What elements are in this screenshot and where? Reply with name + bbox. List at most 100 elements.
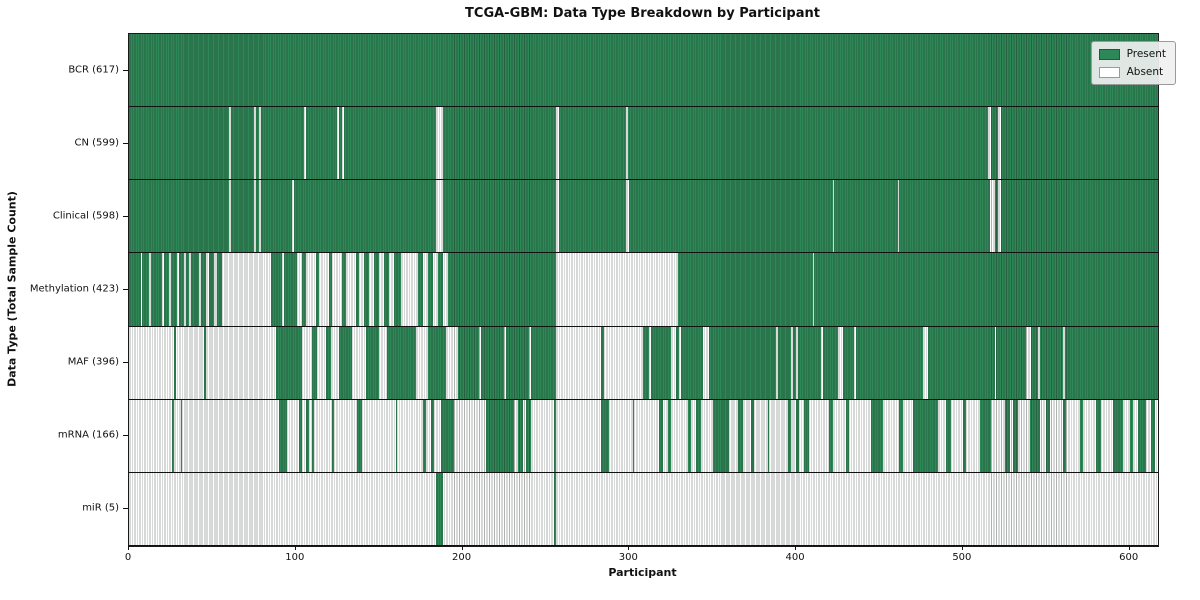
cell-run bbox=[554, 399, 556, 472]
cell-run bbox=[312, 399, 315, 472]
cell-run bbox=[979, 399, 992, 472]
cell-run bbox=[1062, 399, 1067, 472]
y-tick-label-maf: MAF (396) bbox=[67, 356, 119, 368]
row-mrna bbox=[129, 399, 1158, 473]
cell-run bbox=[1037, 326, 1040, 399]
cell-run bbox=[337, 107, 340, 180]
cell-run bbox=[696, 399, 702, 472]
cell-run bbox=[214, 253, 218, 326]
cell-run bbox=[1129, 399, 1133, 472]
cell-run bbox=[1029, 399, 1040, 472]
row-bcr bbox=[129, 34, 1158, 108]
cell-run bbox=[776, 326, 778, 399]
cell-run bbox=[149, 253, 151, 326]
cell-run bbox=[1062, 326, 1065, 399]
legend: Present Absent bbox=[1090, 41, 1176, 85]
cell-run bbox=[332, 253, 343, 326]
cell-run bbox=[796, 326, 798, 399]
cell-run bbox=[330, 326, 340, 399]
row-clinical bbox=[129, 180, 1158, 254]
cell-run bbox=[222, 253, 271, 326]
cell-run bbox=[172, 399, 175, 472]
cell-run bbox=[304, 107, 306, 180]
chart-title: TCGA-GBM: Data Type Breakdown by Partici… bbox=[465, 6, 820, 21]
y-tick-label-mrna: mRNA (166) bbox=[57, 429, 119, 441]
y-tick-mark bbox=[123, 215, 128, 217]
cell-run bbox=[751, 399, 755, 472]
cell-run bbox=[667, 399, 671, 472]
cell-run bbox=[529, 326, 531, 399]
cell-run bbox=[897, 180, 900, 253]
cell-run bbox=[254, 180, 256, 253]
cell-run bbox=[430, 399, 435, 472]
cell-run bbox=[302, 326, 313, 399]
cell-run bbox=[832, 180, 835, 253]
y-tick-label-mir: miR (5) bbox=[82, 502, 119, 514]
cell-run bbox=[517, 399, 523, 472]
cell-run bbox=[767, 399, 770, 472]
cell-run bbox=[389, 253, 395, 326]
cell-run bbox=[359, 253, 365, 326]
cell-run bbox=[352, 326, 366, 399]
cell-run bbox=[671, 326, 677, 399]
cell-run bbox=[1137, 399, 1147, 472]
cell-run bbox=[129, 326, 175, 399]
x-tick-mark bbox=[628, 546, 630, 550]
cell-run bbox=[317, 326, 326, 399]
cell-run bbox=[205, 253, 210, 326]
cell-run bbox=[1046, 399, 1050, 472]
cell-run bbox=[305, 253, 316, 326]
cell-run bbox=[379, 326, 388, 399]
cell-run bbox=[140, 253, 143, 326]
cell-run bbox=[432, 253, 438, 326]
legend-absent-label: Absent bbox=[1126, 66, 1164, 78]
cell-run bbox=[180, 399, 183, 472]
row-cn bbox=[129, 107, 1158, 181]
cell-run bbox=[422, 253, 428, 326]
cell-run bbox=[1112, 399, 1123, 472]
cell-run bbox=[175, 326, 205, 399]
cell-run bbox=[1012, 399, 1018, 472]
cell-run bbox=[440, 399, 455, 472]
cell-run bbox=[659, 399, 663, 472]
cell-run bbox=[962, 399, 967, 472]
y-tick-label-cn: CN (599) bbox=[74, 137, 119, 149]
row-maf bbox=[129, 326, 1158, 400]
cell-run bbox=[342, 107, 345, 180]
x-tick-label-200: 200 bbox=[452, 552, 472, 563]
x-tick-mark bbox=[1128, 546, 1130, 550]
cell-run bbox=[846, 399, 850, 472]
cell-run bbox=[649, 326, 651, 399]
row-mir bbox=[129, 472, 1158, 546]
cell-run bbox=[422, 399, 426, 472]
cell-run bbox=[679, 326, 681, 399]
x-tick-label-400: 400 bbox=[785, 552, 805, 563]
cell-run bbox=[297, 253, 303, 326]
cell-run bbox=[1079, 399, 1083, 472]
cell-run bbox=[177, 253, 180, 326]
cell-run bbox=[625, 107, 628, 180]
y-tick-mark bbox=[123, 69, 128, 71]
cell-run bbox=[229, 107, 231, 180]
cell-run bbox=[442, 253, 448, 326]
cell-run bbox=[189, 253, 191, 326]
x-tick-mark bbox=[128, 546, 129, 550]
cell-run bbox=[997, 107, 1002, 180]
x-tick-mark bbox=[294, 546, 296, 550]
cell-run bbox=[400, 253, 418, 326]
x-tick-mark bbox=[961, 546, 963, 550]
cell-run bbox=[299, 399, 303, 472]
cell-run bbox=[600, 399, 610, 472]
x-tick-label-500: 500 bbox=[952, 552, 972, 563]
x-tick-label-100: 100 bbox=[285, 552, 305, 563]
cell-run bbox=[989, 180, 995, 253]
y-tick-label-clinical: Clinical (598) bbox=[52, 210, 119, 222]
cell-run bbox=[821, 326, 823, 399]
cell-run bbox=[305, 399, 310, 472]
cell-run bbox=[357, 399, 363, 472]
absent-swatch-icon bbox=[1098, 66, 1120, 78]
x-tick-label-300: 300 bbox=[618, 552, 638, 563]
cell-run bbox=[415, 326, 428, 399]
cell-run bbox=[1151, 399, 1155, 472]
y-tick-mark bbox=[123, 142, 128, 144]
